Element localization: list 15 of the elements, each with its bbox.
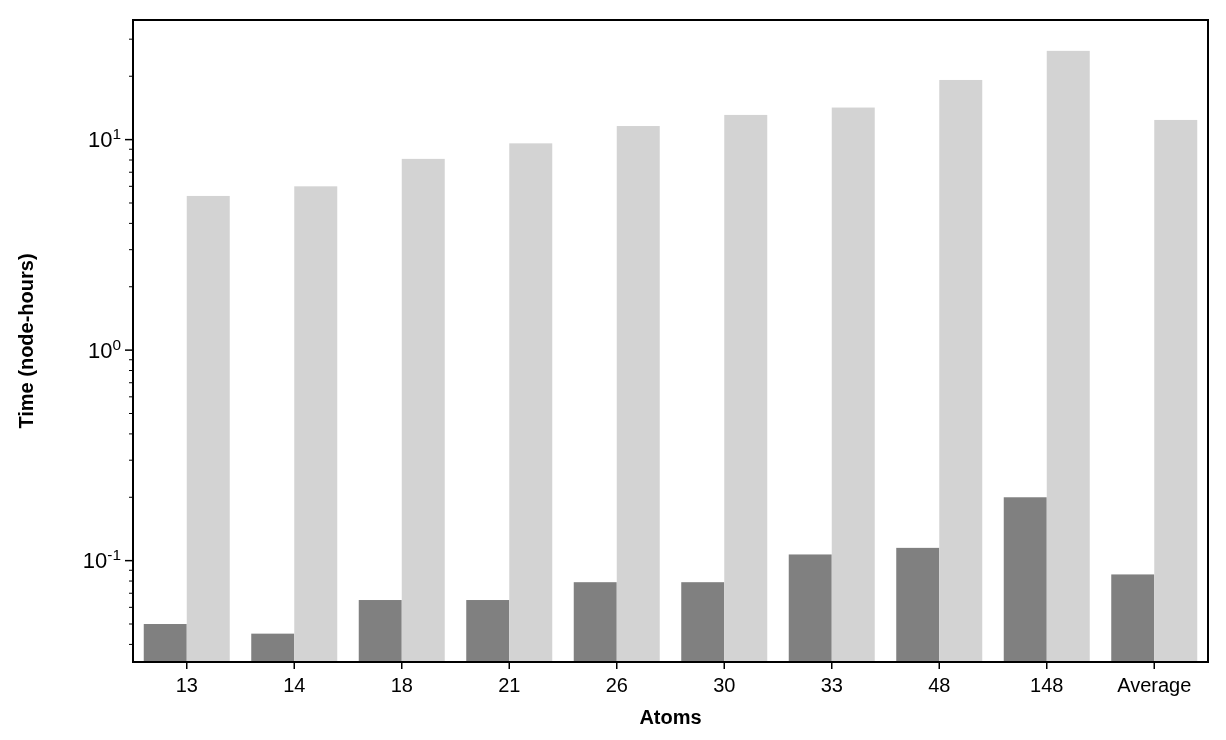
x-tick-label: 30	[713, 674, 736, 696]
y-tick-label: 10$^{0}$	[87, 335, 121, 363]
x-tick-label: 148	[1030, 674, 1064, 696]
x-tick-label: 33	[820, 674, 843, 696]
x-tick-label: Average	[1117, 674, 1192, 696]
x-tick-label: 18	[390, 674, 413, 696]
x-tick-label: 21	[498, 674, 521, 696]
y-tick-label: 10$^{1}$	[87, 124, 121, 153]
y-axis-title: Time (node-hours)	[15, 253, 37, 429]
x-tick-label: 48	[928, 674, 951, 696]
x-tick-label: 13	[175, 674, 198, 696]
x-tick-label: 26	[605, 674, 628, 696]
y-tick-label: 10$^{-1}$	[82, 545, 121, 574]
x-tick-label: 14	[283, 674, 306, 696]
x-axis-title: Atoms	[639, 706, 702, 728]
